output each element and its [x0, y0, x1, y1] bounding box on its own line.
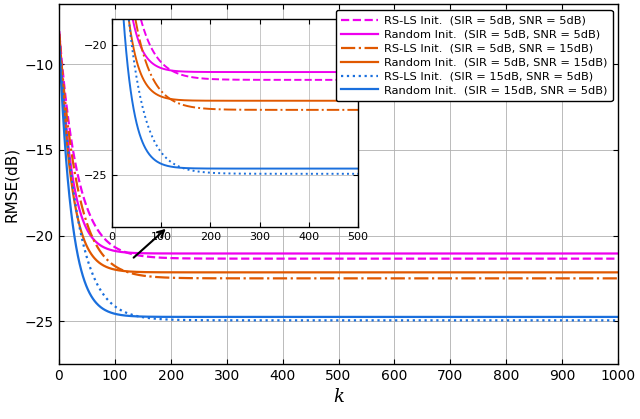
RS-LS Init.  (SIR = 5dB, SNR = 5dB)	[492, 256, 499, 261]
Random Init.  (SIR = 5dB, SNR = 15dB)	[439, 270, 447, 275]
Random Init.  (SIR = 5dB, SNR = 5dB)	[614, 251, 622, 256]
Random Init.  (SIR = 5dB, SNR = 15dB)	[614, 270, 622, 275]
Random Init.  (SIR = 15dB, SNR = 5dB)	[301, 314, 309, 319]
Random Init.  (SIR = 15dB, SNR = 5dB)	[614, 314, 622, 319]
RS-LS Init.  (SIR = 5dB, SNR = 15dB)	[614, 276, 622, 281]
RS-LS Init.  (SIR = 5dB, SNR = 5dB)	[282, 256, 289, 261]
RS-LS Init.  (SIR = 15dB, SNR = 5dB)	[439, 318, 447, 323]
Line: Random Init.  (SIR = 15dB, SNR = 5dB): Random Init. (SIR = 15dB, SNR = 5dB)	[60, 47, 618, 317]
Random Init.  (SIR = 5dB, SNR = 15dB)	[282, 270, 289, 275]
RS-LS Init.  (SIR = 15dB, SNR = 5dB)	[282, 318, 289, 323]
Line: RS-LS Init.  (SIR = 5dB, SNR = 15dB): RS-LS Init. (SIR = 5dB, SNR = 15dB)	[60, 37, 618, 278]
RS-LS Init.  (SIR = 5dB, SNR = 5dB)	[301, 256, 309, 261]
RS-LS Init.  (SIR = 5dB, SNR = 15dB)	[56, 35, 63, 40]
Random Init.  (SIR = 15dB, SNR = 5dB)	[56, 44, 63, 49]
Random Init.  (SIR = 5dB, SNR = 15dB)	[511, 270, 518, 275]
Random Init.  (SIR = 5dB, SNR = 5dB)	[113, 249, 120, 254]
Random Init.  (SIR = 5dB, SNR = 15dB)	[113, 267, 120, 272]
Random Init.  (SIR = 5dB, SNR = 15dB)	[56, 32, 63, 37]
Random Init.  (SIR = 15dB, SNR = 5dB)	[113, 312, 120, 317]
RS-LS Init.  (SIR = 5dB, SNR = 15dB)	[301, 276, 309, 281]
Random Init.  (SIR = 5dB, SNR = 15dB)	[301, 270, 309, 275]
Random Init.  (SIR = 15dB, SNR = 5dB)	[492, 314, 499, 319]
Legend: RS-LS Init.  (SIR = 5dB, SNR = 5dB), Random Init.  (SIR = 5dB, SNR = 5dB), RS-LS: RS-LS Init. (SIR = 5dB, SNR = 5dB), Rand…	[335, 10, 612, 101]
RS-LS Init.  (SIR = 15dB, SNR = 5dB)	[113, 305, 120, 310]
RS-LS Init.  (SIR = 15dB, SNR = 5dB)	[501, 318, 509, 323]
Random Init.  (SIR = 5dB, SNR = 5dB)	[510, 251, 518, 256]
Random Init.  (SIR = 5dB, SNR = 15dB)	[501, 270, 509, 275]
Line: RS-LS Init.  (SIR = 15dB, SNR = 5dB): RS-LS Init. (SIR = 15dB, SNR = 5dB)	[60, 46, 618, 321]
Line: Random Init.  (SIR = 5dB, SNR = 15dB): Random Init. (SIR = 5dB, SNR = 15dB)	[60, 35, 618, 272]
Random Init.  (SIR = 15dB, SNR = 5dB)	[513, 314, 520, 319]
RS-LS Init.  (SIR = 15dB, SNR = 5dB)	[301, 318, 309, 323]
Random Init.  (SIR = 5dB, SNR = 15dB)	[492, 270, 499, 275]
X-axis label: k: k	[333, 388, 344, 406]
Random Init.  (SIR = 5dB, SNR = 5dB)	[301, 251, 309, 256]
RS-LS Init.  (SIR = 15dB, SNR = 5dB)	[56, 44, 63, 49]
RS-LS Init.  (SIR = 5dB, SNR = 5dB)	[501, 256, 509, 261]
RS-LS Init.  (SIR = 5dB, SNR = 15dB)	[439, 276, 447, 281]
Random Init.  (SIR = 5dB, SNR = 5dB)	[501, 251, 509, 256]
RS-LS Init.  (SIR = 5dB, SNR = 5dB)	[614, 256, 622, 261]
RS-LS Init.  (SIR = 5dB, SNR = 15dB)	[282, 276, 289, 281]
Random Init.  (SIR = 15dB, SNR = 5dB)	[282, 314, 289, 319]
RS-LS Init.  (SIR = 15dB, SNR = 5dB)	[614, 318, 622, 323]
RS-LS Init.  (SIR = 5dB, SNR = 15dB)	[492, 276, 499, 281]
RS-LS Init.  (SIR = 5dB, SNR = 5dB)	[56, 31, 63, 36]
RS-LS Init.  (SIR = 15dB, SNR = 5dB)	[492, 318, 499, 323]
Y-axis label: RMSE(dB): RMSE(dB)	[4, 147, 19, 222]
Random Init.  (SIR = 5dB, SNR = 5dB)	[439, 251, 447, 256]
RS-LS Init.  (SIR = 5dB, SNR = 5dB)	[113, 246, 120, 251]
Line: Random Init.  (SIR = 5dB, SNR = 5dB): Random Init. (SIR = 5dB, SNR = 5dB)	[60, 32, 618, 253]
RS-LS Init.  (SIR = 5dB, SNR = 15dB)	[501, 276, 509, 281]
Line: RS-LS Init.  (SIR = 5dB, SNR = 5dB): RS-LS Init. (SIR = 5dB, SNR = 5dB)	[60, 34, 618, 259]
Random Init.  (SIR = 15dB, SNR = 5dB)	[501, 314, 509, 319]
RS-LS Init.  (SIR = 5dB, SNR = 15dB)	[113, 264, 120, 269]
Random Init.  (SIR = 5dB, SNR = 5dB)	[492, 251, 499, 256]
Random Init.  (SIR = 15dB, SNR = 5dB)	[439, 314, 447, 319]
Random Init.  (SIR = 5dB, SNR = 5dB)	[56, 30, 63, 35]
Random Init.  (SIR = 5dB, SNR = 5dB)	[282, 251, 289, 256]
RS-LS Init.  (SIR = 5dB, SNR = 5dB)	[439, 256, 447, 261]
